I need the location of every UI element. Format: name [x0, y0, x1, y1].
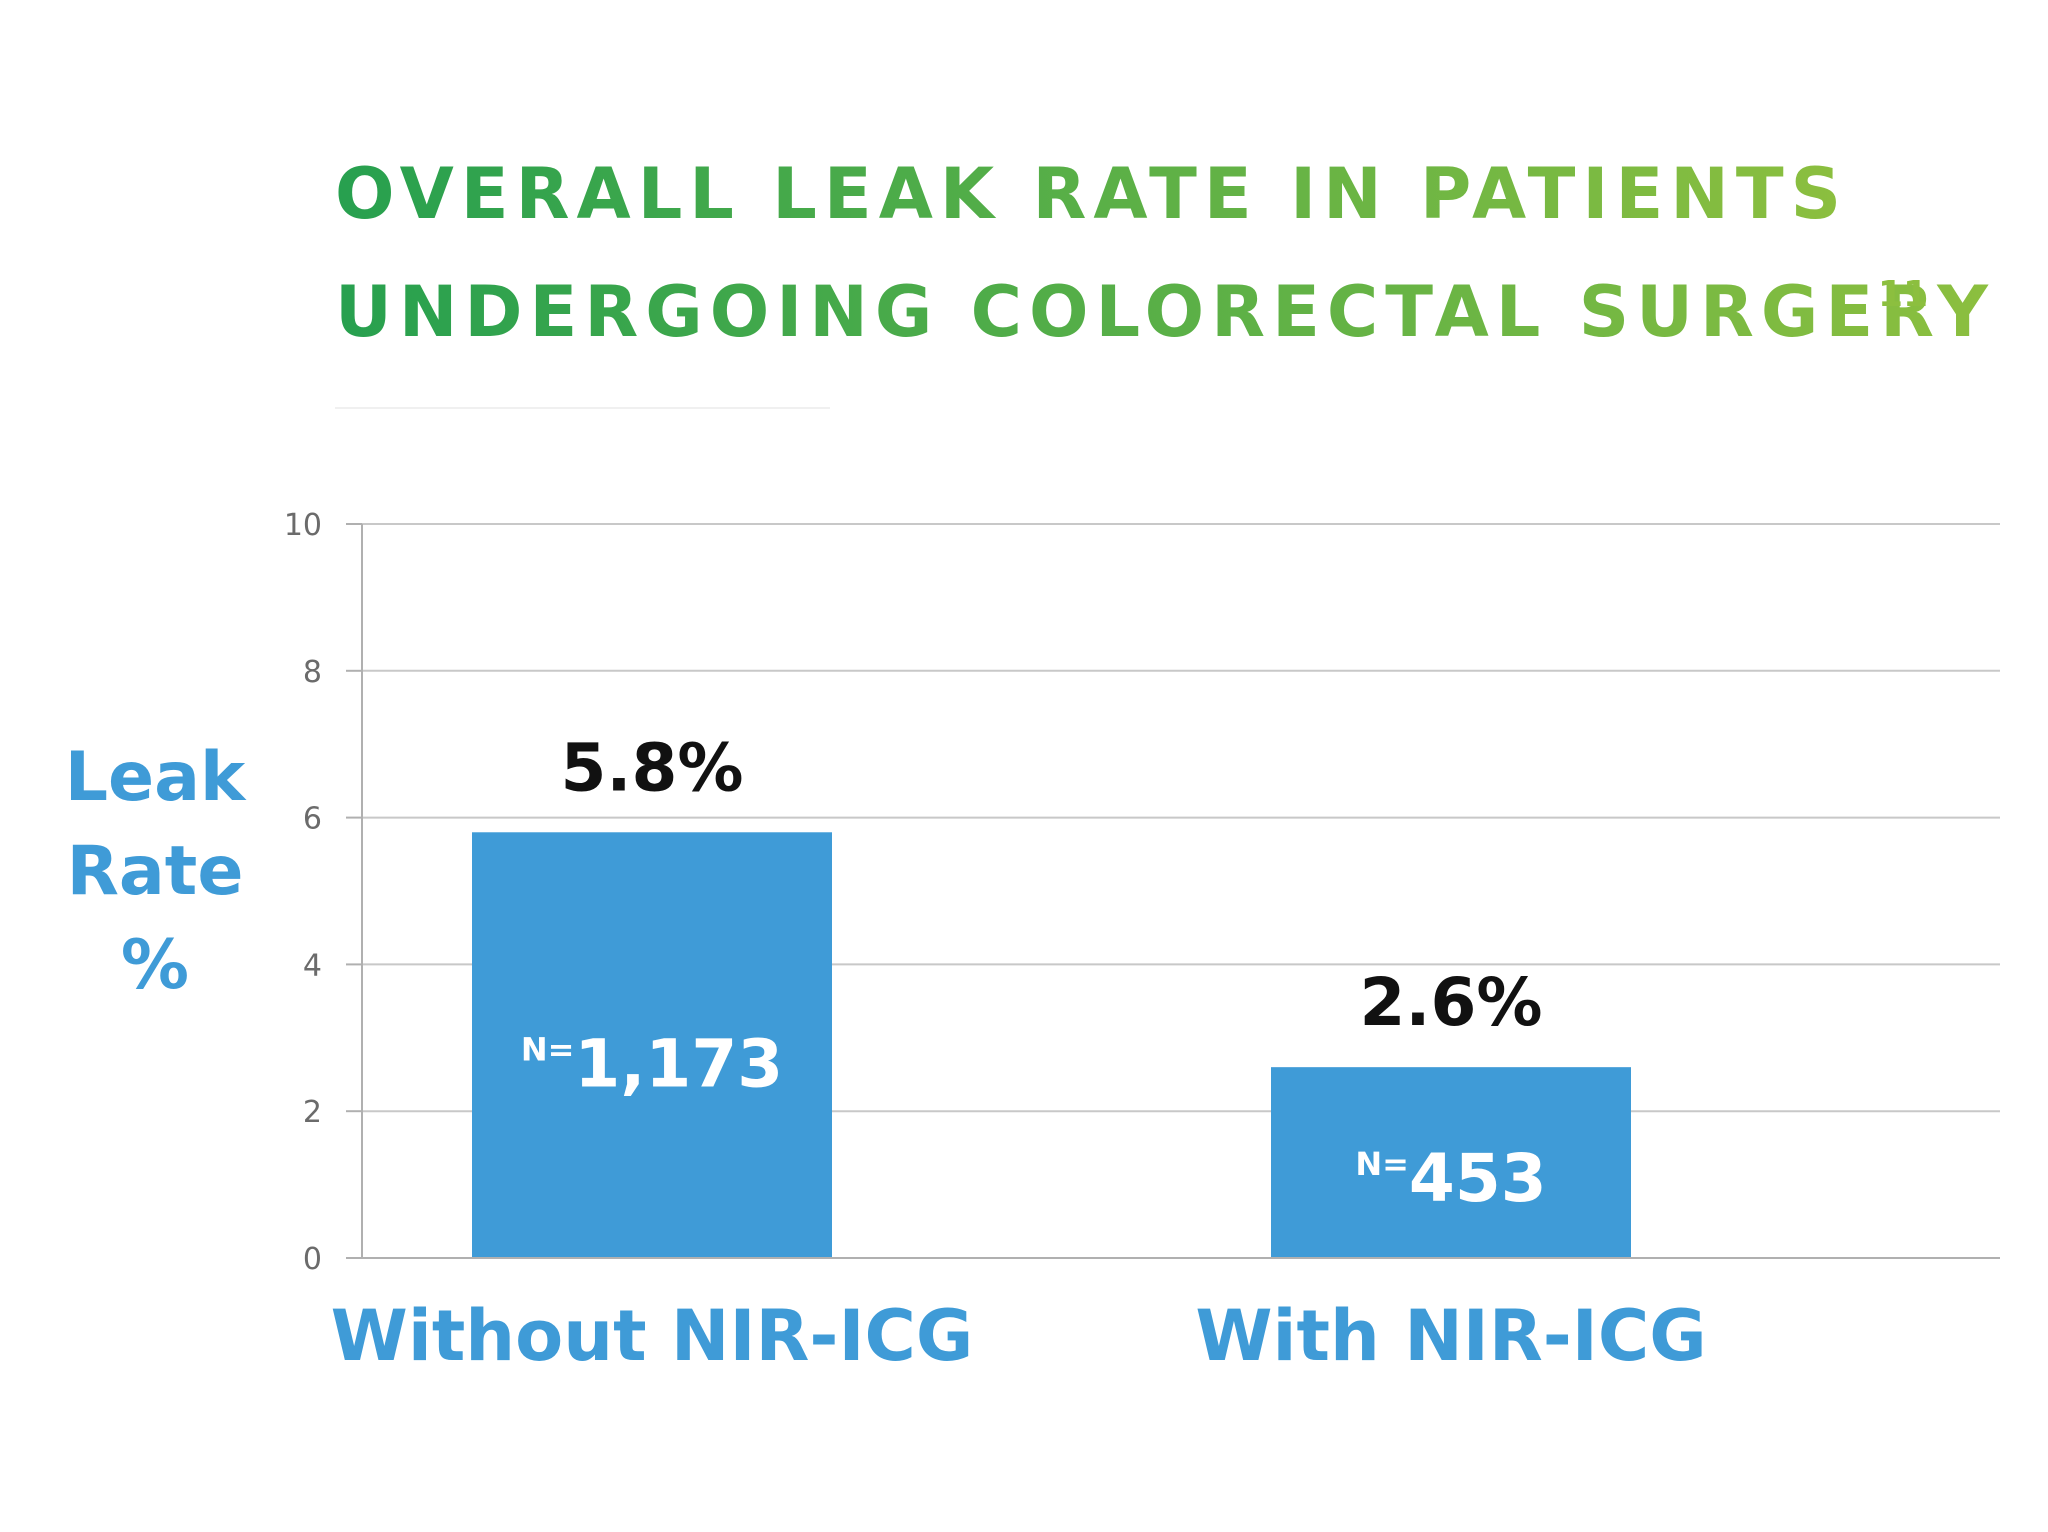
chart-title-line2-text: UNDERGOING COLORECTAL SURGERY: [335, 271, 1995, 353]
chart-title-line2: UNDERGOING COLORECTAL SURGERY: [335, 271, 1995, 353]
y-tick-label: 8: [303, 655, 322, 690]
bar-n-value: 1,173: [574, 1025, 783, 1102]
y-axis-label: Leak Rate %: [65, 738, 247, 1005]
bar-1: [472, 832, 832, 1258]
bar-n-prefix: N=: [521, 1030, 575, 1068]
y-axis-label-line3: %: [121, 926, 189, 1005]
bar-n-prefix: N=: [1355, 1145, 1409, 1183]
x-category-label: With NIR-ICG: [1195, 1295, 1706, 1377]
chart-title: OVERALL LEAK RATE IN PATIENTS UNDERGOING…: [335, 153, 1995, 353]
y-tick-label: 10: [284, 508, 322, 543]
y-tick-label: 6: [303, 802, 322, 837]
bar-value-label: 5.8%: [560, 729, 743, 806]
chart-title-line1: OVERALL LEAK RATE IN PATIENTS: [335, 153, 1848, 235]
y-axis-label-line1: Leak: [65, 738, 247, 817]
y-tick-label: 0: [303, 1242, 322, 1277]
bar-n-value: 453: [1409, 1140, 1547, 1217]
bar-2: [1271, 1067, 1631, 1258]
y-tick-label: 4: [303, 948, 322, 983]
bar-layer: [346, 832, 2000, 1259]
tick-layer: 0 2 4 6 8 10: [284, 508, 362, 1277]
chart-title-superscript: 11: [1878, 274, 1928, 315]
bar-n-label: N=1,173: [521, 1025, 783, 1102]
x-category-label: Without NIR-ICG: [331, 1295, 974, 1377]
bar-value-label: 2.6%: [1359, 964, 1542, 1041]
bar-n-label: N=453: [1355, 1140, 1546, 1217]
y-axis-label-line2: Rate: [67, 832, 244, 911]
y-tick-label: 2: [303, 1095, 322, 1130]
